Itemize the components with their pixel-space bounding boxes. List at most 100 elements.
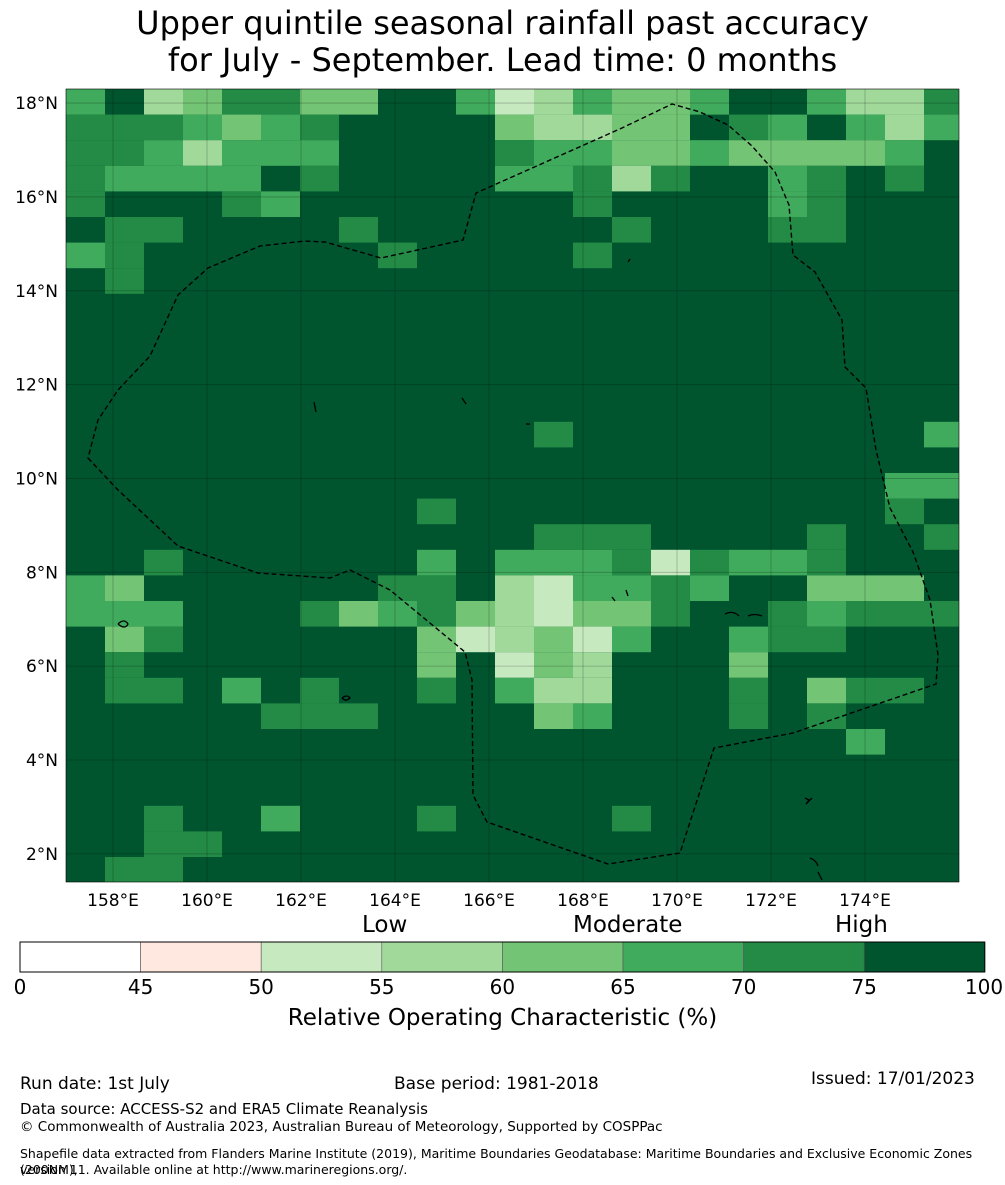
- heatmap-cell: [105, 601, 144, 627]
- heatmap-cell: [807, 575, 846, 601]
- heatmap-cell: [729, 627, 768, 653]
- heatmap-cell: [768, 550, 807, 576]
- heatmap-cell: [495, 575, 534, 601]
- latitude-tick-label: 4°N: [26, 751, 58, 771]
- heatmap-cell: [183, 115, 222, 141]
- heatmap-cell: [534, 627, 573, 653]
- latitude-tick-labels: 18°N16°N14°N12°N10°N8°N6°N4°N2°N: [15, 94, 58, 865]
- heatmap-cell: [534, 652, 573, 678]
- heatmap-cell: [729, 550, 768, 576]
- latitude-tick-label: 10°N: [15, 469, 58, 489]
- heatmap-cell: [534, 678, 573, 704]
- heatmap-cell: [573, 601, 612, 627]
- heatmap-cell: [105, 678, 144, 704]
- heatmap-cell: [612, 217, 651, 243]
- heatmap-cell: [885, 575, 924, 601]
- longitude-tick-label: 170°E: [651, 891, 703, 911]
- colorbar-tick: 75: [851, 975, 876, 999]
- heatmap-cell: [768, 627, 807, 653]
- heatmap-cell: [807, 678, 846, 704]
- heatmap-cell: [300, 166, 339, 192]
- heatmap-cell: [612, 806, 651, 832]
- heatmap-cell: [105, 115, 144, 141]
- heatmap-cell: [144, 627, 183, 653]
- colorbar-label-moderate: Moderate: [573, 912, 682, 938]
- heatmap-cell: [183, 166, 222, 192]
- heatmap-cell: [495, 652, 534, 678]
- colorbar-segment: [261, 942, 382, 972]
- heatmap-cell: [183, 831, 222, 857]
- colorbar-tick: 45: [128, 975, 153, 999]
- heatmap-cell: [846, 729, 885, 755]
- run-date: Run date: 1st July: [20, 1074, 170, 1094]
- heatmap-cell: [807, 524, 846, 550]
- longitude-tick-label: 168°E: [557, 891, 609, 911]
- heatmap-cell: [144, 857, 183, 882]
- heatmap-cell: [495, 627, 534, 653]
- heatmap-cell: [144, 601, 183, 627]
- longitude-tick-label: 162°E: [275, 891, 327, 911]
- base-period: Base period: 1981-2018: [394, 1074, 599, 1094]
- heatmap-cell: [300, 601, 339, 627]
- heatmap-cell: [573, 652, 612, 678]
- heatmap-cell: [66, 601, 105, 627]
- heatmap-cell: [729, 652, 768, 678]
- heatmap-cells: [66, 89, 959, 882]
- heatmap-cell: [651, 601, 690, 627]
- longitude-tick-label: 158°E: [87, 891, 139, 911]
- heatmap-cell: [534, 166, 573, 192]
- colorbar-segment: [623, 942, 744, 972]
- data-source: Data source: ACCESS-S2 and ERA5 Climate …: [20, 1100, 428, 1118]
- heatmap-cell: [573, 703, 612, 729]
- heatmap-cell: [222, 678, 261, 704]
- heatmap-cell: [573, 550, 612, 576]
- heatmap-cell: [495, 89, 534, 115]
- heatmap-cell: [924, 422, 959, 448]
- heatmap-cell: [729, 115, 768, 141]
- heatmap-cell: [612, 115, 651, 141]
- heatmap-cell: [807, 550, 846, 576]
- heatmap-cell: [417, 499, 456, 525]
- heatmap-cell: [807, 217, 846, 243]
- colorbar-segment: [744, 942, 865, 972]
- heatmap-cell: [924, 524, 959, 550]
- heatmap-cell: [885, 166, 924, 192]
- heatmap-cell: [690, 575, 729, 601]
- heatmap-cell: [144, 140, 183, 166]
- heatmap-cell: [807, 89, 846, 115]
- heatmap-cell: [144, 166, 183, 192]
- heatmap-cell: [729, 140, 768, 166]
- heatmap-cell: [573, 115, 612, 141]
- heatmap-cell: [612, 524, 651, 550]
- heatmap-cell: [105, 243, 144, 269]
- heatmap-cell: [66, 243, 105, 269]
- heatmap-cell: [573, 627, 612, 653]
- heatmap-cell: [729, 678, 768, 704]
- longitude-tick-label: 174°E: [839, 891, 891, 911]
- heatmap-cell: [300, 678, 339, 704]
- heatmap-cell: [573, 524, 612, 550]
- heatmap-cell: [612, 166, 651, 192]
- heatmap-cell: [66, 166, 105, 192]
- latitude-tick-label: 14°N: [15, 282, 58, 302]
- heatmap-cell: [183, 140, 222, 166]
- colorbar-segment: [864, 942, 985, 972]
- shapefile-credit-line2: version 11. Available online at http://w…: [20, 1162, 407, 1178]
- heatmap-cell: [768, 217, 807, 243]
- heatmap-cell: [534, 89, 573, 115]
- heatmap-cell: [417, 550, 456, 576]
- heatmap-cell: [261, 140, 300, 166]
- heatmap-cell: [378, 575, 417, 601]
- heatmap-cell: [105, 575, 144, 601]
- heatmap-cell: [534, 140, 573, 166]
- heatmap-cell: [534, 524, 573, 550]
- heatmap-cell: [612, 627, 651, 653]
- colorbar-segment: [382, 942, 503, 972]
- heatmap-cell: [495, 601, 534, 627]
- heatmap-cell: [183, 89, 222, 115]
- heatmap-cell: [612, 575, 651, 601]
- heatmap-cell: [612, 140, 651, 166]
- heatmap-cell: [612, 550, 651, 576]
- heatmap-cell: [924, 115, 959, 141]
- heatmap-cell: [261, 703, 300, 729]
